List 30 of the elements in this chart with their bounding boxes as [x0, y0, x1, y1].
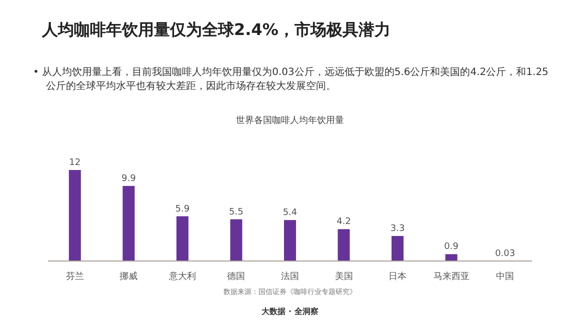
x-tick-label: 芬兰 — [66, 271, 84, 282]
data-label: 3.3 — [390, 224, 405, 234]
x-tick-label: 日本 — [388, 271, 407, 282]
bar — [230, 219, 242, 261]
data-label: 12 — [69, 158, 81, 168]
data-label: 0.9 — [444, 242, 459, 252]
x-tick-label: 挪威 — [120, 271, 138, 282]
data-label: 4.2 — [336, 217, 351, 228]
x-tick-label: 马来西亚 — [433, 271, 470, 282]
data-label: 5.4 — [282, 208, 298, 218]
x-tick-label: 法国 — [281, 271, 299, 282]
bar — [392, 236, 404, 261]
bar — [122, 186, 135, 261]
bar — [338, 229, 350, 261]
x-tick-label: 意大利 — [168, 271, 196, 282]
data-label: 9.9 — [122, 174, 136, 184]
bar — [284, 220, 296, 261]
chart-subtitle: • 从人均饮用量上看，目前我国咖啡人均年饮用量仅为0.03公斤，远远低于欧盟的5.6公斤和美国的4.2公斤，和1.25公斤的全球平均水平也有较大差距，因此市场存在较大发展空间。 — [33, 66, 550, 94]
x-tick-label: 中国 — [496, 271, 514, 282]
bar — [445, 254, 458, 261]
x-axis-title: 世界各国咖啡人均年饮用量 — [236, 115, 344, 126]
bar — [176, 216, 188, 261]
bar — [68, 170, 81, 261]
x-tick-label: 德国 — [227, 271, 246, 282]
chart-title: 人均咖啡年饮用量仅为全球2.4%，市场极具潜力 — [42, 20, 390, 41]
data-label: 5.9 — [175, 204, 190, 214]
x-tick-label: 美国 — [334, 271, 353, 282]
text: 大数据 · 全洞察 — [262, 306, 318, 316]
data-label: 0.03 — [495, 248, 516, 259]
data-label: 5.5 — [229, 207, 244, 218]
